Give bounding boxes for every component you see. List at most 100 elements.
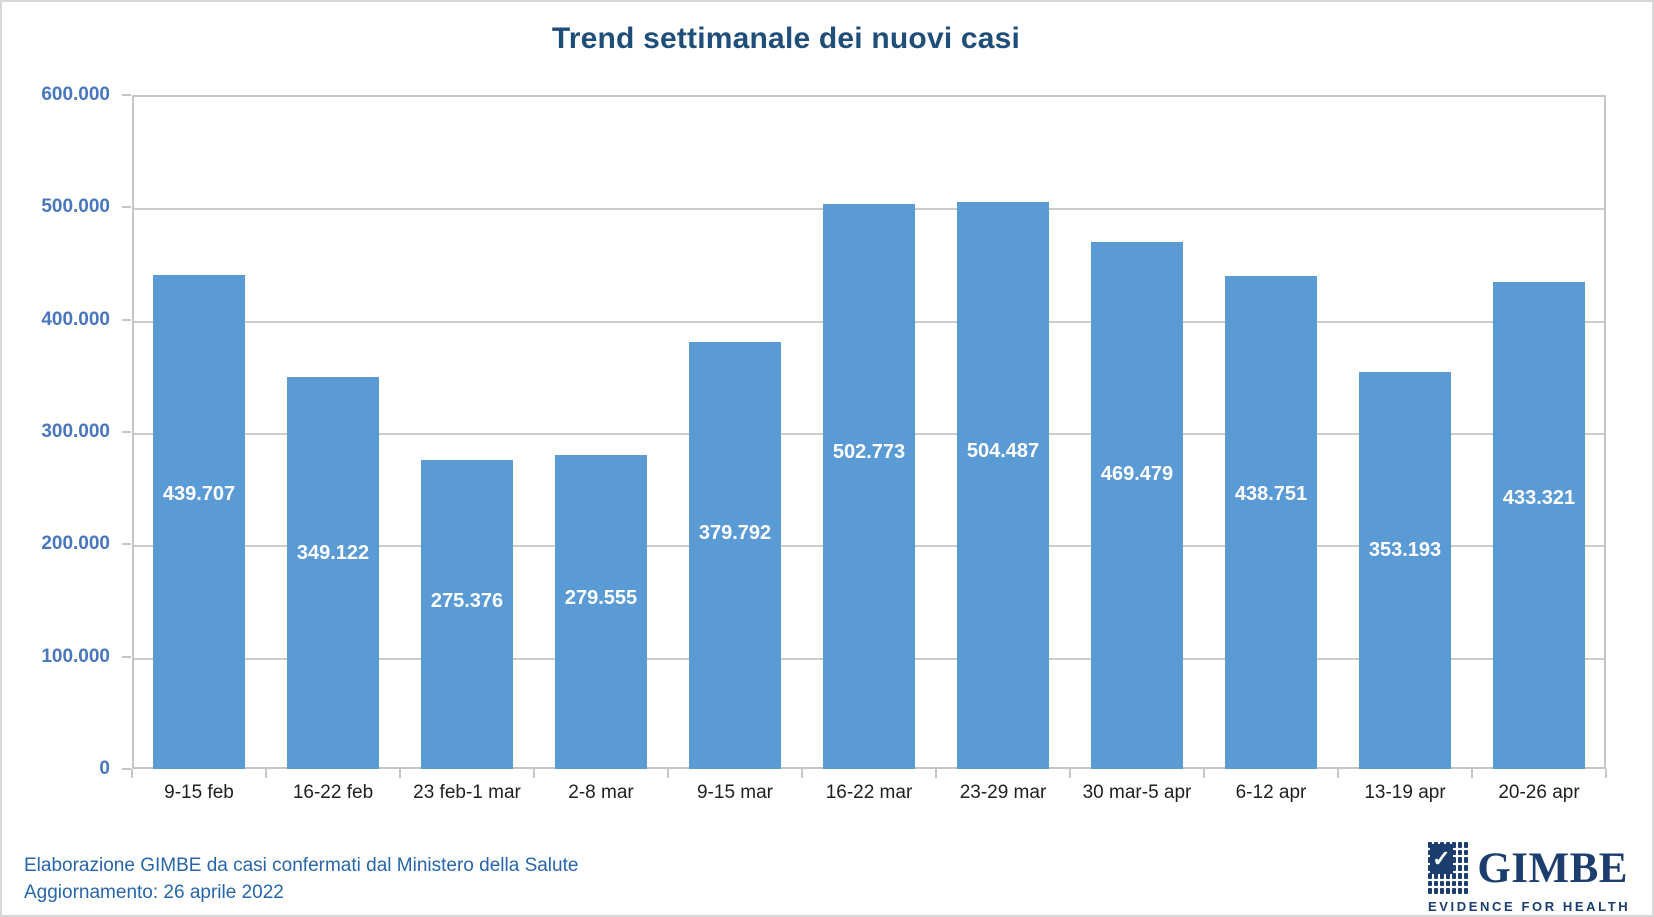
y-tick bbox=[122, 94, 131, 96]
logo-dot bbox=[1452, 849, 1457, 856]
bar-value-label: 353.193 bbox=[1368, 538, 1442, 561]
bar: 349.122 bbox=[287, 376, 379, 769]
bar: 433.321 bbox=[1493, 282, 1585, 769]
x-tick bbox=[1203, 769, 1205, 778]
bars-layer: 439.707 349.122 275.376 279.555 379.792 502.7… bbox=[132, 95, 1606, 769]
logo-dot bbox=[1452, 842, 1457, 848]
logo-dot bbox=[1446, 888, 1451, 894]
x-axis-label: 9-15 feb bbox=[164, 782, 234, 803]
logo-dot bbox=[1452, 865, 1457, 871]
gimbe-logo: ✓ GIMBE EVIDENCE FOR HEALTH bbox=[1428, 842, 1628, 914]
bar-value-label: 502.773 bbox=[832, 441, 906, 464]
y-tick bbox=[122, 768, 131, 770]
y-axis-label: 400.000 bbox=[41, 308, 110, 330]
check-icon: ✓ bbox=[1429, 844, 1454, 875]
chart-title: Trend settimanale dei nuovi casi bbox=[551, 22, 1021, 55]
logo-dot bbox=[1446, 872, 1451, 879]
x-axis-label: 20-26 apr bbox=[1498, 782, 1580, 803]
logo-dot bbox=[1464, 872, 1469, 879]
x-axis-label: 2-8 mar bbox=[568, 782, 634, 803]
bar-value-label: 379.792 bbox=[698, 521, 772, 544]
bar: 504.487 bbox=[957, 202, 1049, 769]
y-tick bbox=[122, 206, 131, 209]
bar-slot: 438.751 bbox=[1204, 95, 1338, 769]
logo-dot bbox=[1458, 888, 1463, 894]
x-axis-label: 9-15 mar bbox=[696, 782, 774, 803]
bar-value-label: 275.376 bbox=[430, 589, 504, 612]
y-axis-label: 300.000 bbox=[41, 421, 110, 442]
bar-slot: 379.792 bbox=[668, 95, 802, 769]
bar-value-label: 438.751 bbox=[1234, 483, 1308, 506]
bar-value-label: 469.479 bbox=[1100, 463, 1174, 486]
logo-dot bbox=[1458, 872, 1463, 879]
gimbe-logo-wordmark: GIMBE bbox=[1477, 844, 1628, 892]
footer-note: Elaborazione GIMBE da casi confermati da… bbox=[24, 852, 578, 906]
logo-dot bbox=[1446, 880, 1451, 887]
bar-slot: 349.122 bbox=[266, 95, 400, 769]
y-axis-label: 600.000 bbox=[41, 84, 110, 105]
bar-slot: 504.487 bbox=[936, 95, 1070, 769]
x-tick bbox=[935, 769, 937, 778]
x-axis-label: 13-19 apr bbox=[1364, 782, 1446, 803]
logo-dot bbox=[1428, 888, 1433, 894]
logo-dot bbox=[1434, 880, 1439, 887]
logo-dot bbox=[1458, 880, 1463, 887]
bar-slot: 433.321 bbox=[1472, 95, 1606, 769]
x-axis-label: 23 feb-1 mar bbox=[413, 782, 521, 803]
bar-value-label: 504.487 bbox=[966, 440, 1040, 463]
x-tick bbox=[399, 769, 401, 778]
bar: 279.555 bbox=[555, 454, 647, 769]
bar: 469.479 bbox=[1091, 241, 1183, 769]
logo-dot bbox=[1464, 857, 1469, 864]
footer-source-line: Elaborazione GIMBE da casi confermati da… bbox=[24, 855, 579, 876]
logo-dot bbox=[1464, 849, 1469, 856]
bar-value-label: 279.555 bbox=[564, 586, 638, 609]
bar-value-label: 439.707 bbox=[162, 482, 236, 505]
logo-dot bbox=[1464, 888, 1469, 894]
logo-dot bbox=[1452, 880, 1457, 887]
logo-dot bbox=[1464, 865, 1469, 871]
y-axis-label: 200.000 bbox=[41, 533, 110, 555]
bar: 439.707 bbox=[153, 275, 245, 769]
bar: 275.376 bbox=[421, 459, 513, 769]
x-axis-label: 16-22 feb bbox=[292, 782, 374, 803]
bar-slot: 439.707 bbox=[132, 95, 266, 769]
logo-dot bbox=[1434, 888, 1439, 894]
logo-dot bbox=[1452, 888, 1457, 894]
x-axis-label: 6-12 apr bbox=[1235, 782, 1307, 803]
bar-value-label: 433.321 bbox=[1502, 486, 1576, 509]
logo-dot bbox=[1464, 880, 1469, 887]
logo-dot bbox=[1452, 872, 1457, 879]
bar: 379.792 bbox=[689, 342, 781, 769]
bar-slot: 279.555 bbox=[534, 95, 668, 769]
bar-slot: 275.376 bbox=[400, 95, 534, 769]
x-tick bbox=[533, 769, 535, 778]
logo-dot bbox=[1452, 857, 1457, 864]
y-axis-label: 100.000 bbox=[41, 645, 110, 667]
y-tick bbox=[122, 655, 131, 658]
logo-dot bbox=[1428, 880, 1433, 887]
bar-slot: 502.773 bbox=[802, 95, 936, 769]
logo-dot bbox=[1440, 888, 1445, 894]
x-tick bbox=[131, 769, 133, 778]
x-tick bbox=[1605, 769, 1607, 778]
footer-update-line: Aggiornamento: 26 aprile 2022 bbox=[24, 882, 284, 903]
logo-dot bbox=[1458, 865, 1463, 871]
bar: 502.773 bbox=[823, 204, 915, 769]
y-tick bbox=[122, 431, 131, 433]
x-tick bbox=[265, 769, 267, 778]
x-tick bbox=[667, 769, 669, 778]
logo-dot bbox=[1458, 857, 1463, 864]
x-tick bbox=[1471, 769, 1473, 778]
logo-dot bbox=[1440, 872, 1445, 879]
bar: 438.751 bbox=[1225, 276, 1317, 769]
bar-slot: 469.479 bbox=[1070, 95, 1204, 769]
bar-value-label: 349.122 bbox=[296, 541, 370, 564]
logo-dot bbox=[1458, 842, 1463, 848]
logo-dot bbox=[1440, 880, 1445, 887]
logo-dot bbox=[1428, 872, 1433, 879]
bar-slot: 353.193 bbox=[1338, 95, 1472, 769]
gimbe-logo-tagline: EVIDENCE FOR HEALTH bbox=[1428, 899, 1631, 914]
y-tick bbox=[122, 318, 131, 321]
